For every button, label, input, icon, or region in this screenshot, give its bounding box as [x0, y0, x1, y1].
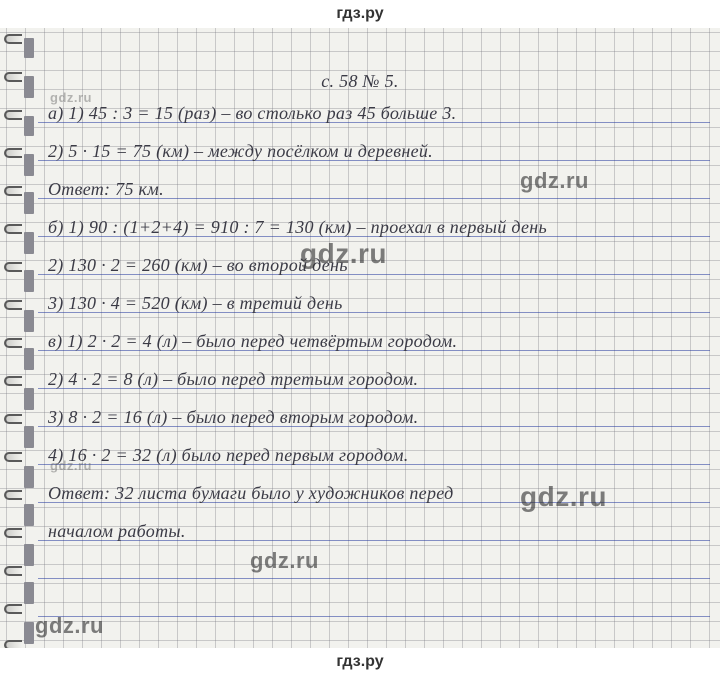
site-header: гдз.ру: [0, 0, 720, 28]
handwritten-line: 2) 4 · 2 = 8 (л) – было перед третьим го…: [48, 370, 706, 388]
margin-segment: [24, 582, 34, 604]
binding-ring: [4, 414, 22, 424]
notebook-binding: [0, 28, 40, 648]
binding-ring: [4, 566, 22, 576]
margin-segment: [24, 348, 34, 370]
margin-segment: [24, 504, 34, 526]
binding-ring: [4, 528, 22, 538]
rule-line: [38, 616, 710, 617]
binding-ring: [4, 186, 22, 196]
margin-segment: [24, 426, 34, 448]
binding-ring: [4, 34, 22, 44]
handwritten-line: 4) 16 · 2 = 32 (л) было перед первым гор…: [48, 446, 706, 464]
binding-ring: [4, 490, 22, 500]
binding-ring: [4, 338, 22, 348]
margin-segment: [24, 622, 34, 644]
binding-ring: [4, 300, 22, 310]
binding-ring: [4, 604, 22, 614]
margin-segment: [24, 270, 34, 292]
margin-segment: [24, 544, 34, 566]
binding-ring: [4, 110, 22, 120]
rule-line: [38, 578, 710, 579]
margin-segment: [24, 192, 34, 214]
margin-segment: [24, 388, 34, 410]
handwritten-line: Ответ: 75 км.: [48, 180, 706, 198]
binding-ring: [4, 640, 22, 648]
margin-segment: [24, 154, 34, 176]
handwritten-line: 2) 5 · 15 = 75 (км) – между посёлком и д…: [48, 142, 706, 160]
margin-segment: [24, 76, 34, 98]
handwritten-line: Ответ: 32 листа бумаги было у художников…: [48, 484, 706, 502]
handwritten-line: б) 1) 90 : (1+2+4) = 910 : 7 = 130 (км) …: [48, 218, 706, 236]
margin-segment: [24, 310, 34, 332]
margin-segment: [24, 466, 34, 488]
handwritten-line: 3) 130 · 4 = 520 (км) – в третий день: [48, 294, 706, 312]
handwritten-line: в) 1) 2 · 2 = 4 (л) – было перед четвёрт…: [48, 332, 706, 350]
margin-segment: [24, 38, 34, 58]
handwritten-line: началом работы.: [48, 522, 706, 540]
notebook-page: с. 58 № 5. а) 1) 45 : 3 = 15 (раз) – во с…: [0, 28, 720, 648]
binding-ring: [4, 224, 22, 234]
binding-ring: [4, 262, 22, 272]
binding-ring: [4, 376, 22, 386]
handwritten-line: 2) 130 · 2 = 260 (км) – во второй день: [48, 256, 706, 274]
binding-ring: [4, 148, 22, 158]
binding-ring: [4, 72, 22, 82]
binding-ring: [4, 452, 22, 462]
site-footer: гдз.ру: [0, 648, 720, 676]
margin-segment: [24, 116, 34, 136]
margin-segment: [24, 232, 34, 254]
handwritten-line: 3) 8 · 2 = 16 (л) – было перед вторым го…: [48, 408, 706, 426]
handwritten-line: с. 58 № 5.: [0, 72, 720, 90]
handwritten-line: а) 1) 45 : 3 = 15 (раз) – во столько раз…: [48, 104, 706, 122]
